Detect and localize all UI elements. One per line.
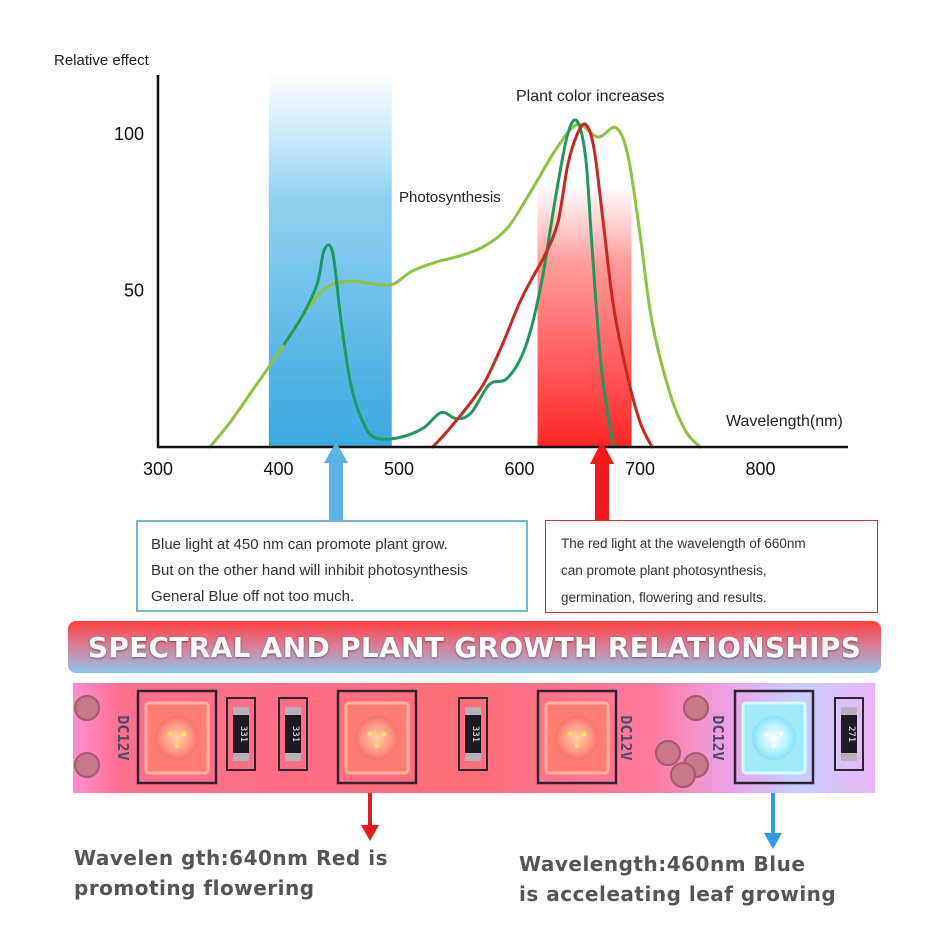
solder-pad (655, 740, 681, 766)
caption-line: is acceleating leaf growing (519, 882, 837, 906)
spectrum-curves (208, 118, 702, 449)
resistor: 331 (458, 697, 488, 771)
strip-components: DC12V DC12V DC12V 331 331 331 271 (74, 689, 864, 788)
note-line: But on the other hand will inhibit photo… (151, 562, 468, 579)
title-banner: SPECTRAL AND PLANT GROWTH RELATIONSHIPS (68, 621, 881, 673)
note-line: General Blue off not too much. (151, 588, 355, 605)
blue-down-arrow (764, 793, 782, 849)
svg-text:331: 331 (470, 726, 480, 742)
resistor: 331 (278, 697, 308, 771)
red-light-note: The red light at the wavelength of 660nm… (545, 520, 878, 613)
blue-wavelength-caption: Wavelength:460nm Blue is acceleating lea… (519, 849, 836, 909)
caption-line: Wavelength:460nm Blue (519, 852, 806, 876)
svg-text:271: 271 (846, 726, 856, 742)
red-led (536, 689, 618, 785)
voltage-label: DC12V (114, 715, 132, 760)
caption-line: promoting flowering (74, 876, 315, 900)
svg-text:331: 331 (290, 726, 300, 742)
y-tick-label: 100 (114, 124, 144, 144)
red-led (136, 689, 218, 785)
x-tick-label: 800 (745, 459, 775, 479)
resistor: 271 (834, 697, 864, 771)
blue-led (733, 689, 815, 785)
x-tick-label: 300 (143, 459, 173, 479)
note-line: can promote plant photosynthesis, (561, 563, 767, 578)
chlorophyll-b-curve (431, 122, 654, 449)
note-line: Blue light at 450 nm can promote plant g… (151, 536, 448, 553)
solder-pad (670, 762, 696, 788)
blue-light-band (268, 70, 392, 447)
note-line: The red light at the wavelength of 660nm (561, 536, 806, 551)
blue-up-arrow (324, 442, 348, 520)
annotation-plant-color: Plant color increases (516, 88, 665, 105)
blue-light-note: Blue light at 450 nm can promote plant g… (136, 520, 528, 612)
x-tick-label: 500 (384, 459, 414, 479)
y-tick-label: 50 (124, 281, 144, 301)
annotation-photosynthesis: Photosynthesis (399, 189, 501, 206)
red-wavelength-caption: Wavelen gth:640nm Red is promoting flowe… (74, 843, 388, 903)
red-led (336, 689, 418, 785)
note-line: germination, flowering and results. (561, 590, 767, 605)
axis-tick-labels: 300 400 500 600 700 800 100 50 (114, 124, 776, 479)
chlorophyll-a-curve (283, 118, 615, 449)
red-down-arrow (361, 793, 379, 841)
solder-pad (74, 752, 100, 778)
resistor: 331 (226, 697, 256, 771)
voltage-label: DC12V (709, 715, 727, 760)
red-up-arrow (590, 441, 614, 520)
svg-text:331: 331 (238, 726, 248, 742)
banner-title: SPECTRAL AND PLANT GROWTH RELATIONSHIPS (87, 630, 862, 664)
solder-pad (74, 695, 100, 721)
x-tick-label: 600 (504, 459, 534, 479)
led-strip-photo: DC12V DC12V DC12V 331 331 331 271 (73, 683, 875, 793)
solder-pad (683, 695, 709, 721)
x-axis-label: Wavelength(nm) (726, 413, 843, 430)
x-tick-label: 400 (263, 459, 293, 479)
y-axis-label: Relative effect (54, 52, 150, 69)
caption-line: Wavelen gth:640nm Red is (74, 846, 388, 870)
voltage-label: DC12V (617, 715, 635, 760)
x-tick-label: 700 (625, 459, 655, 479)
